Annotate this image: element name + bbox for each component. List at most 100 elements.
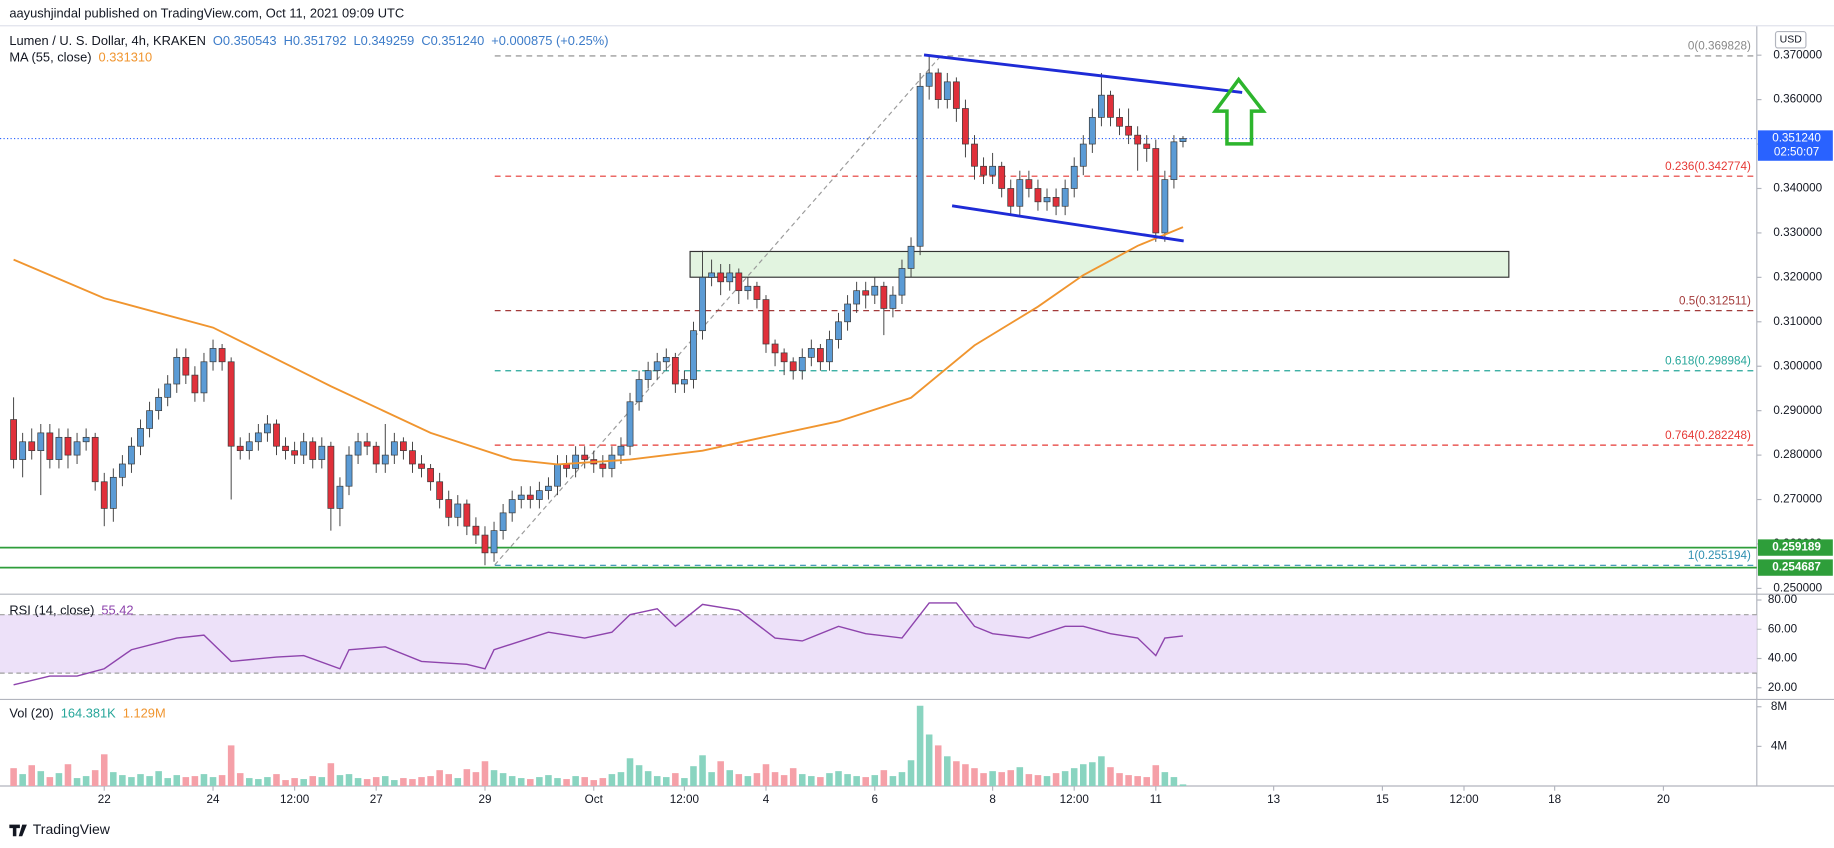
candle-body	[463, 503, 471, 527]
volume-bar	[862, 777, 869, 787]
volume-bar	[889, 776, 897, 787]
rsi-tick-label: 60.00	[1768, 622, 1798, 635]
y-tick-label: 0.330000	[1773, 226, 1822, 239]
candle-body	[400, 441, 407, 452]
volume-bar	[82, 776, 90, 787]
candle-body	[599, 463, 607, 469]
price-legend-item: Lumen / U. S. Dollar, 4h, KRAKEN	[9, 34, 206, 49]
rsi-tick-label: 80.00	[1768, 593, 1798, 606]
candle-body	[454, 503, 462, 518]
candle-body	[943, 81, 951, 100]
candle-body	[626, 401, 634, 447]
last-price-tag	[1757, 130, 1833, 161]
x-tick-label: 22	[98, 793, 111, 806]
candle-body	[418, 463, 425, 469]
candle-body	[218, 348, 226, 363]
volume-bar	[37, 771, 45, 787]
volume-bar	[1098, 756, 1105, 787]
volume-bar	[925, 734, 933, 787]
candle-body	[1143, 143, 1151, 149]
volume-bar	[690, 766, 697, 787]
volume-tick-label: 4M	[1771, 739, 1787, 752]
x-tick-label: 4	[763, 793, 770, 806]
price-legend-item: O0.350543	[213, 34, 277, 49]
volume-bar	[372, 777, 380, 787]
fib-trend-line	[494, 54, 943, 566]
candle-body	[363, 441, 371, 447]
y-tick-label: 0.370000	[1773, 48, 1822, 61]
candle-body	[853, 290, 861, 305]
candle-body	[671, 356, 679, 385]
volume-bar	[962, 764, 969, 787]
volume-bar	[427, 776, 434, 787]
volume-bar	[1161, 772, 1169, 787]
volume-bar	[227, 745, 235, 787]
candle-body	[19, 441, 27, 460]
candle-body	[699, 277, 706, 332]
candle-body	[209, 348, 217, 363]
candle-body	[345, 454, 353, 487]
volume-bar	[445, 774, 452, 787]
rsi-legend-item: RSI (14, close)	[9, 603, 94, 618]
volume-bar	[581, 777, 588, 787]
volume-bar	[391, 780, 398, 787]
x-tick-label: 8	[989, 793, 996, 806]
lower-trend-line	[951, 204, 1184, 243]
volume-bar	[871, 775, 879, 787]
volume-bar	[1089, 762, 1096, 787]
rsi-legend-item: 55.42	[101, 603, 133, 618]
x-tick-label: 27	[370, 793, 383, 806]
price-legend-item: L0.349259	[354, 34, 415, 49]
volume-bar	[1061, 771, 1069, 787]
volume-bar	[844, 774, 851, 787]
volume-bar	[1070, 768, 1078, 787]
countdown-label: 02:50:07	[1774, 146, 1820, 159]
candle-body	[826, 339, 833, 363]
moving-average	[13, 226, 1184, 466]
candle-body	[481, 534, 489, 554]
volume-bar	[354, 778, 362, 787]
candle-body	[490, 530, 498, 554]
candle-body	[91, 436, 99, 483]
price-legend-item: H0.351792	[284, 34, 347, 49]
candle-body	[273, 423, 280, 447]
volume-bar	[590, 780, 598, 787]
x-tick-label: 29	[478, 793, 491, 806]
volume-bar	[608, 774, 616, 787]
volume-bar	[472, 772, 480, 787]
candle-body	[844, 303, 851, 323]
candle-body	[1079, 143, 1087, 167]
volume-bar	[699, 755, 706, 787]
volume-bar	[1052, 773, 1060, 787]
ma-legend: MA (55, close) 0.331310	[9, 50, 152, 65]
candle-body	[681, 379, 688, 385]
volume-bar	[381, 776, 389, 787]
rsi-tick-label: 20.00	[1768, 681, 1798, 694]
y-tick-label: 0.280000	[1773, 448, 1822, 461]
volume-bar	[536, 777, 543, 787]
candle-body	[1170, 141, 1178, 180]
candle-body	[1161, 179, 1169, 234]
volume-bar	[10, 768, 17, 787]
volume-bar	[1152, 765, 1160, 787]
candle-body	[581, 454, 589, 460]
volume-bar	[363, 779, 371, 787]
volume-bar	[463, 769, 471, 787]
volume-bar	[653, 776, 661, 787]
candle-body	[717, 272, 725, 283]
brand-logo	[9, 824, 27, 837]
volume-bar	[1034, 775, 1042, 787]
volume-bar	[626, 758, 634, 787]
candle-body	[155, 396, 163, 412]
fib-label: 0(0.369828)	[1688, 40, 1751, 53]
candle-body	[164, 383, 172, 398]
x-tick-label: Oct	[585, 793, 604, 806]
volume-bar	[527, 779, 534, 787]
volume-bar	[91, 770, 99, 787]
candle-body	[572, 454, 580, 469]
rsi-tick-label: 40.00	[1768, 652, 1798, 665]
candle-body	[816, 348, 824, 363]
candle-body	[1025, 179, 1033, 189]
volume-bar	[635, 765, 643, 787]
